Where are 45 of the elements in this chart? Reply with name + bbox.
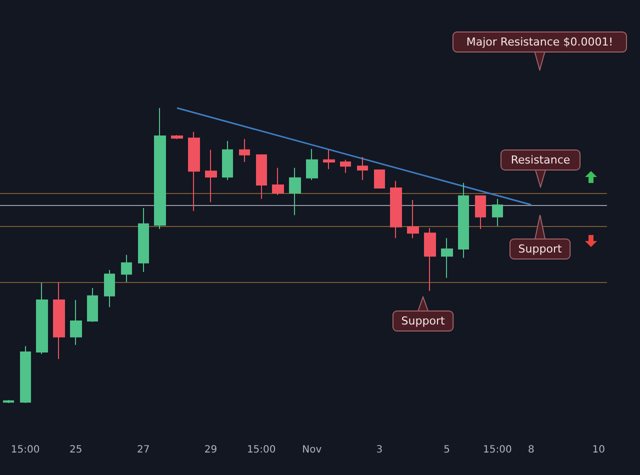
candlestick xyxy=(289,167,301,216)
x-tick-label: 15:00 xyxy=(10,444,40,456)
candlestick xyxy=(222,140,233,180)
annotation: Resistance xyxy=(510,154,570,166)
candlestick xyxy=(20,346,31,404)
annotation: Support xyxy=(401,314,446,328)
candlestick xyxy=(87,287,98,322)
x-tick-label: 10 xyxy=(592,444,605,456)
candlestick xyxy=(205,149,217,203)
candlestick xyxy=(390,180,402,239)
x-tick-label: 27 xyxy=(136,444,150,456)
candlestick xyxy=(104,269,115,308)
candlestick xyxy=(374,169,385,188)
annotation: Support xyxy=(518,242,562,256)
candlestick xyxy=(138,208,149,273)
candlestick xyxy=(458,182,469,258)
candlestick xyxy=(323,149,335,170)
x-tick-label: 29 xyxy=(204,444,218,456)
candlestick xyxy=(256,154,267,200)
candlestick xyxy=(492,198,503,226)
candlestick xyxy=(36,282,48,355)
candlestick xyxy=(340,159,351,174)
x-tick-label: 3 xyxy=(376,444,383,456)
candlestick xyxy=(424,228,436,292)
x-tick-label: 25 xyxy=(70,444,82,456)
candlestick xyxy=(239,138,250,162)
candlestick xyxy=(441,238,453,278)
x-tick-label: 15:00 xyxy=(482,444,512,456)
candlestick xyxy=(272,167,284,196)
candlestick xyxy=(70,300,82,346)
candlestick xyxy=(121,254,132,283)
text: Major Resistance $0.0001! xyxy=(466,36,614,48)
candlestick xyxy=(188,131,200,212)
candlestick xyxy=(53,282,65,360)
x-tick-label: 8 xyxy=(528,444,534,456)
x-tick-label: 5 xyxy=(444,444,450,456)
candlestick xyxy=(357,156,368,180)
candlestick xyxy=(154,108,166,230)
x-tick-label: 15:00 xyxy=(246,444,276,456)
candlestick xyxy=(3,400,14,404)
candlestick xyxy=(475,195,486,230)
candlestick xyxy=(407,200,419,239)
candlestick xyxy=(171,134,183,140)
x-tick-label: Nov xyxy=(302,444,322,456)
candlestick xyxy=(306,148,318,180)
